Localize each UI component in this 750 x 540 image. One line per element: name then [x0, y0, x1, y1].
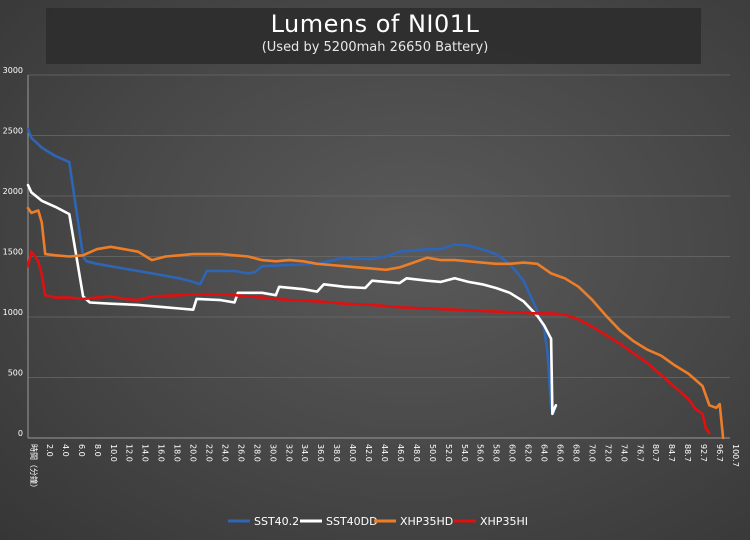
- x-tick-label: 92.7: [699, 444, 708, 462]
- x-tick-label: 66.0: [556, 444, 565, 462]
- x-tick-label: 56.0: [476, 444, 485, 462]
- x-tick-label: 58.0: [492, 444, 501, 462]
- x-tick-label: 64.0: [540, 444, 549, 462]
- x-tick-label: 54.0: [460, 444, 469, 462]
- x-tick-label: 42.0: [364, 444, 373, 462]
- x-tick-label: 96.7: [715, 444, 724, 462]
- x-tick-label: 14.0: [141, 444, 150, 462]
- x-tick-label: 76.7: [635, 444, 644, 462]
- x-tick-label: 34.0: [300, 444, 309, 462]
- x-tick-label: 26.0: [236, 444, 245, 462]
- x-tick-label: 68.0: [571, 444, 580, 462]
- x-tick-label: 48.0: [412, 444, 421, 462]
- legend: SST40.2 SST40DD XHP35HD XHP35HI: [228, 515, 528, 528]
- x-tick-label: 10.0: [109, 444, 118, 462]
- x-tick-label: 8.0: [93, 444, 102, 457]
- y-tick-label: 500: [8, 369, 23, 378]
- x-tick-label: 44.0: [380, 444, 389, 462]
- x-tick-label: 28.0: [252, 444, 261, 462]
- x-tick-label: 36.0: [316, 444, 325, 462]
- x-axis: 時間（分鐘） 2.0 4.0 6.0 8.0 10.0 12.0 14.0 16.0 18.0 20…: [29, 444, 740, 492]
- chart-title: Lumens of NI01L: [270, 10, 480, 38]
- series-line-xhp35hi: [26, 250, 711, 435]
- series-line-sst40.2: [26, 128, 558, 416]
- x-tick-label: 60.0: [508, 444, 517, 462]
- x-tick-label: 70.0: [587, 444, 596, 462]
- y-tick-label: 3000: [3, 66, 23, 75]
- x-tick-label: 30.0: [268, 444, 277, 462]
- x-tick-label: 4.0: [61, 444, 70, 457]
- x-tick-label: 32.0: [284, 444, 293, 462]
- x-tick-label: 84.7: [667, 444, 676, 462]
- x-tick-label: 38.0: [332, 444, 341, 462]
- x-tick-label: 6.0: [77, 444, 86, 457]
- chart-subtitle: (Used by 5200mah 26650 Battery): [261, 40, 489, 55]
- series-lines: [26, 128, 725, 440]
- x-tick-label: 16.0: [157, 444, 166, 462]
- x-tick-label: 72.0: [603, 444, 612, 462]
- x-tick-label: 62.0: [524, 444, 533, 462]
- title-band: [46, 8, 701, 64]
- x-tick-label: 40.0: [348, 444, 357, 462]
- legend-label: SST40DD: [326, 515, 378, 528]
- x-tick-label: 74.0: [619, 444, 628, 462]
- series-line-xhp35hd: [26, 206, 725, 440]
- y-axis: 0 500 1000 1500 2000 2500 3000: [3, 66, 730, 439]
- y-tick-label: 1000: [3, 308, 23, 317]
- x-tick-label: 46.0: [396, 444, 405, 462]
- x-tick-label: 20.0: [189, 444, 198, 462]
- series-line-sst40dd: [26, 183, 558, 416]
- legend-label: SST40.2: [254, 515, 299, 528]
- legend-label: XHP35HI: [480, 515, 528, 528]
- y-tick-label: 2000: [3, 187, 23, 196]
- legend-label: XHP35HD: [400, 515, 453, 528]
- x-tick-label: 18.0: [173, 444, 182, 462]
- y-tick-label: 0: [18, 429, 23, 438]
- x-tick-label: 100.7: [731, 444, 740, 467]
- x-tick-label: 22.0: [205, 444, 214, 462]
- y-tick-label: 2500: [3, 127, 23, 136]
- x-tick-label: 12.0: [125, 444, 134, 462]
- x-tick-label: 50.0: [428, 444, 437, 462]
- x-tick-label: 80.7: [651, 444, 660, 462]
- x-tick-label: 2.0: [45, 444, 54, 457]
- x-tick-label: 88.7: [683, 444, 692, 462]
- x-axis-title: 時間（分鐘）: [29, 444, 39, 492]
- x-tick-label: 52.0: [444, 444, 453, 462]
- y-tick-label: 1500: [3, 248, 23, 257]
- x-tick-label: 24.0: [220, 444, 229, 462]
